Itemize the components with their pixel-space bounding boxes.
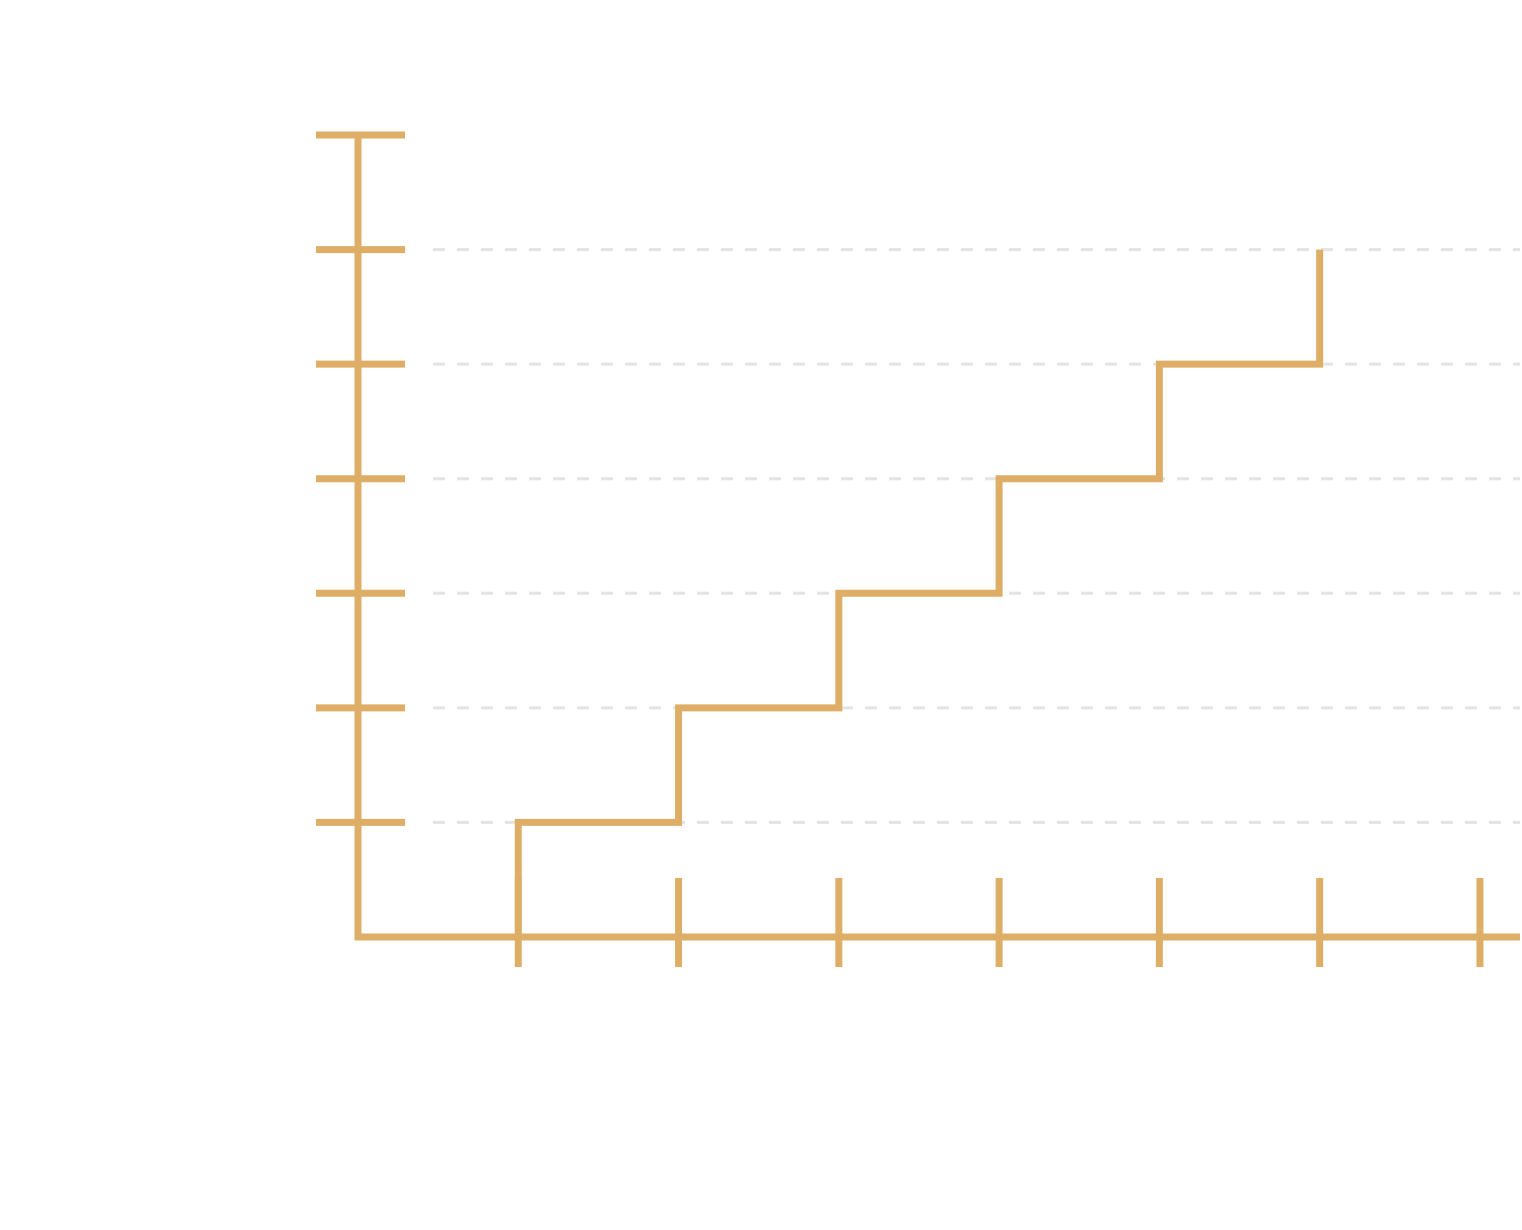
- series-group: [358, 249, 1324, 941]
- axes: [316, 131, 1520, 967]
- series-step-line: [358, 249, 1324, 941]
